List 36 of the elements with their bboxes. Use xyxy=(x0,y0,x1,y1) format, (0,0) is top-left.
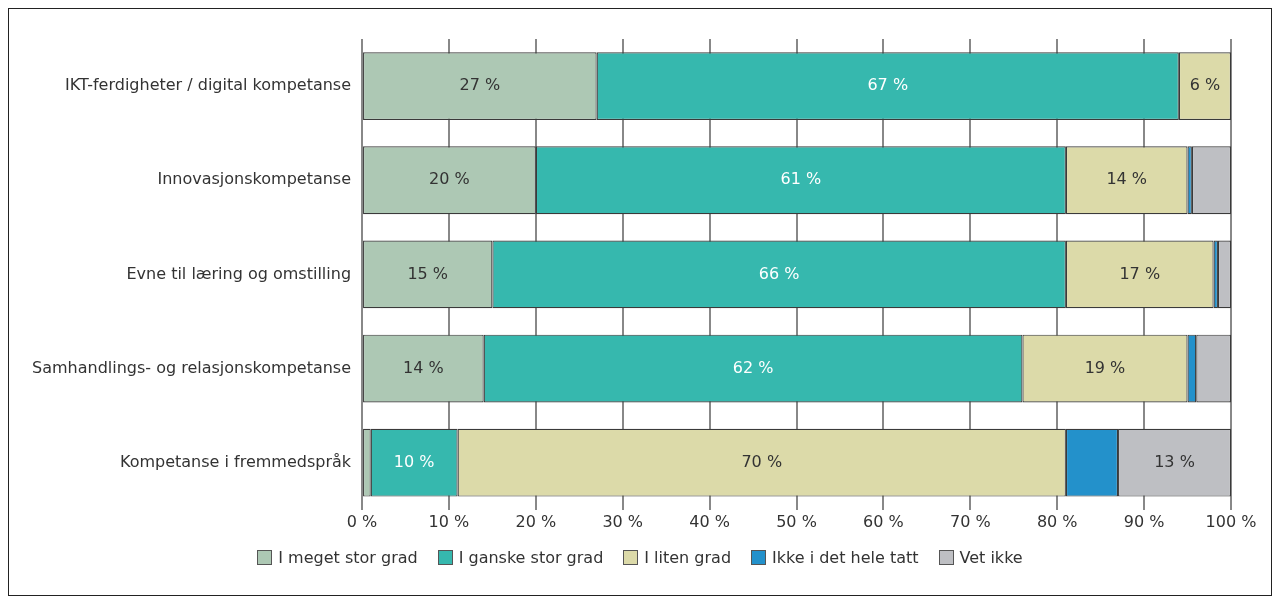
y-tick-label: Kompetanse i fremmedspråk xyxy=(119,451,352,471)
x-tick-label: 20 % xyxy=(515,511,557,531)
data-label: 15 % xyxy=(407,263,449,283)
data-label: 13 % xyxy=(1154,451,1195,471)
data-label: 61 % xyxy=(780,169,822,189)
data-label: 10 % xyxy=(393,451,435,471)
x-tick-label: 70 % xyxy=(949,511,991,531)
x-tick-label: 90 % xyxy=(1123,511,1165,531)
x-tick-label: 60 % xyxy=(863,511,904,531)
data-label: 67 % xyxy=(867,75,909,95)
x-tick-label: 80 % xyxy=(1036,511,1078,531)
data-label: 27 % xyxy=(459,75,501,95)
x-tick-label: 50 % xyxy=(776,511,817,531)
data-label: 14 % xyxy=(1106,169,1148,189)
x-tick-label: 0 % xyxy=(346,511,378,531)
legend-label: Ikke i det hele tatt xyxy=(772,548,919,567)
legend-label: Vet ikke xyxy=(959,548,1023,567)
y-tick-label: Evne til læring og omstilling xyxy=(126,263,352,283)
data-label: 6 % xyxy=(1189,75,1221,95)
x-tick-label: 10 % xyxy=(428,511,470,531)
legend-label: I ganske stor grad xyxy=(458,548,604,567)
data-label: 20 % xyxy=(429,169,470,189)
x-tick-label: 100 % xyxy=(1205,511,1257,531)
data-label: 14 % xyxy=(403,357,444,377)
data-label: 19 % xyxy=(1084,357,1126,377)
data-label: 62 % xyxy=(732,357,774,377)
legend-label: I meget stor grad xyxy=(278,548,418,567)
legend-label: I liten grad xyxy=(644,548,732,567)
y-tick-label: IKT-ferdigheter / digital kompetanse xyxy=(64,75,352,95)
y-tick-label: Innovasjonskompetanse xyxy=(157,169,352,189)
x-tick-label: 40 % xyxy=(689,511,730,531)
y-tick-label: Samhandlings- og relasjonskompetanse xyxy=(31,357,352,377)
data-label: 70 % xyxy=(741,451,783,471)
data-label: 17 % xyxy=(1119,263,1161,283)
x-tick-label: 30 % xyxy=(602,511,644,531)
data-label: 66 % xyxy=(758,263,800,283)
